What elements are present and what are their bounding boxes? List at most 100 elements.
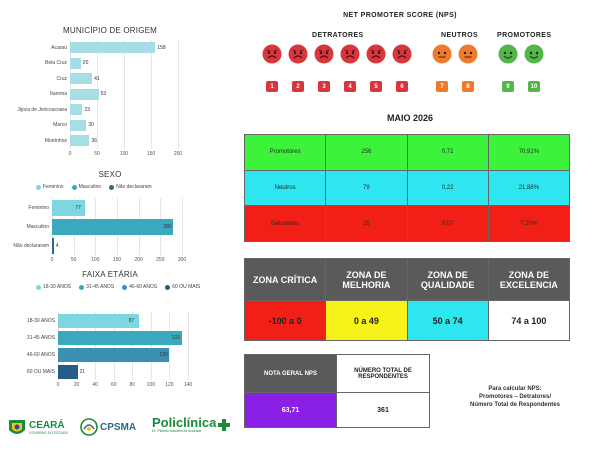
legend-label: 31-45 ANOS: [86, 284, 115, 290]
bar-value-label: 4: [55, 242, 59, 249]
summary-ratio: 0,07: [406, 205, 489, 242]
policlinica-logo-text: Policlínica: [152, 415, 217, 430]
legend-label: Feminino: [43, 184, 64, 190]
bar-value-label: 77: [75, 204, 81, 211]
axis-tick-label: 0: [68, 150, 72, 157]
nps-score-number: 5: [370, 81, 382, 92]
ceara-flag-icon: [9, 420, 25, 434]
summary-label: Neutros: [243, 169, 327, 207]
bar: [58, 347, 170, 362]
bar-value-label: 133: [171, 334, 180, 341]
bar-value-label: 158: [157, 44, 166, 51]
bar: [58, 313, 139, 328]
sad-face-icon: [366, 44, 386, 64]
category-label: Morrinhos: [44, 137, 67, 144]
zone-header: ZONA DE EXCELENCIA: [487, 258, 571, 301]
grid-line: [95, 312, 97, 380]
nps-score-number: 7: [436, 81, 448, 92]
summary-percent: 7,20%: [487, 205, 571, 242]
category-label: Cruz: [56, 75, 67, 82]
legend-swatch: [122, 284, 128, 290]
nps-score-number: 1: [266, 81, 278, 92]
bar: [70, 135, 90, 147]
axis-tick-label: 60: [110, 382, 117, 388]
axis-tick-label: 0: [50, 257, 54, 263]
nota-geral-table: NOTA GERAL NPS NÚMERO TOTAL DE RESPONDEN…: [244, 354, 430, 428]
legend-item: 31-45 ANOS: [79, 284, 114, 290]
month-title: MAIO 2026: [386, 113, 434, 123]
bar: [70, 104, 83, 116]
bar: [70, 57, 81, 69]
legend-item: Masculino: [71, 184, 102, 190]
nps-score-number: 4: [344, 81, 356, 92]
policlinica-logo-sub: Dr. Plácido Marinho de Andrade: [152, 429, 202, 433]
total-respondentes-label: NÚMERO TOTAL DE RESPONDENTES: [336, 354, 430, 393]
nps-score-number: 3: [318, 81, 330, 92]
sad-face-icon: [314, 44, 334, 64]
summary-label: Promotores: [243, 134, 327, 171]
ceara-logo-sub: GOVERNO DO ESTADO: [29, 431, 69, 435]
category-label: Acaraú: [51, 44, 67, 51]
bar-value-label: 280: [163, 223, 172, 230]
category-label: Jijoca de Jericoacoara: [17, 106, 67, 113]
summary-ratio: 0,22: [406, 169, 489, 207]
category-label: Feminino: [28, 204, 49, 211]
axis-tick-label: 100: [146, 382, 156, 388]
legend-item: Não declararam: [109, 184, 152, 190]
legend-label: 60 OU MAIS: [172, 284, 201, 290]
nps-score-number: 2: [292, 81, 304, 92]
grid-line: [150, 312, 152, 380]
bar: [52, 199, 86, 216]
sexo-chart: 0 50 100 150 200 250 300 Feminino 77 Masculino 280…: [0, 196, 200, 266]
bar: [52, 218, 174, 235]
faixa-title: FAIXA ETÁRIA: [82, 270, 138, 279]
legend-swatch: [165, 284, 171, 290]
cpsma-emblem-icon: [80, 418, 98, 436]
summary-row: Promotores 256 0,71 70,91%: [243, 134, 571, 171]
legend-swatch: [79, 284, 85, 290]
bar-value-label: 41: [94, 75, 100, 82]
axis-tick-label: 100: [91, 257, 100, 263]
axis-tick-label: 20: [73, 382, 80, 388]
grid-line: [188, 312, 189, 380]
axis-tick-label: 80: [129, 382, 136, 388]
summary-count: 79: [325, 169, 408, 207]
ceara-logo-text: CEARÁ: [29, 420, 65, 431]
summary-percent: 21,88%: [487, 169, 571, 207]
zone-range: 50 a 74: [406, 300, 489, 341]
zone-header: ZONA DE MELHORIA: [325, 258, 408, 301]
bar-value-label: 21: [79, 368, 86, 375]
summary-ratio: 0,71: [406, 134, 489, 171]
neutral-face-icon: [432, 44, 452, 64]
legend-swatch: [109, 184, 115, 190]
legend-swatch: [36, 284, 41, 290]
zone-header: ZONA CRÍTICA: [243, 258, 327, 301]
bar: [70, 73, 93, 85]
municipio-chart: 0 50 100 150 200 Acaraú 158 Bela Cruz 20 Cruz 41 It…: [0, 38, 200, 160]
happy-face-icon: [524, 44, 544, 64]
legend-label: Masculino: [78, 184, 102, 190]
nps-scale-title: NET PROMOTER SCORE (NPS): [343, 12, 457, 19]
summary-count: 256: [325, 134, 408, 171]
axis-tick-label: 120: [165, 382, 174, 388]
bar-value-label: 23: [84, 106, 90, 113]
formula-line-1: Para calcular NPS:: [488, 386, 542, 392]
nps-zones-table: ZONA CRÍTICA ZONA DE MELHORIA ZONA DE QUAL…: [243, 258, 571, 341]
cpsma-logo: CPSMA: [80, 418, 136, 436]
summary-label: Detratores: [243, 205, 327, 242]
nps-score-number: 6: [396, 81, 408, 92]
nps-score-number: 8: [462, 81, 474, 92]
bar-value-label: 87: [128, 317, 135, 324]
axis-tick-label: 40: [92, 382, 98, 388]
axis-tick-label: 50: [70, 257, 77, 263]
legend-item: 18-30 ANOS: [36, 284, 71, 290]
grid-line: [182, 198, 183, 255]
cpsma-logo-text: CPSMA: [100, 421, 137, 433]
sad-face-icon: [288, 44, 308, 64]
total-respondentes-value: 361: [336, 392, 430, 428]
bar-value-label: 36: [91, 137, 97, 144]
category-label: 60 OU MAIS: [26, 368, 55, 375]
detratores-label: DETRATORES: [312, 32, 364, 39]
grid-line: [178, 40, 179, 149]
category-label: Masculino: [26, 223, 49, 230]
